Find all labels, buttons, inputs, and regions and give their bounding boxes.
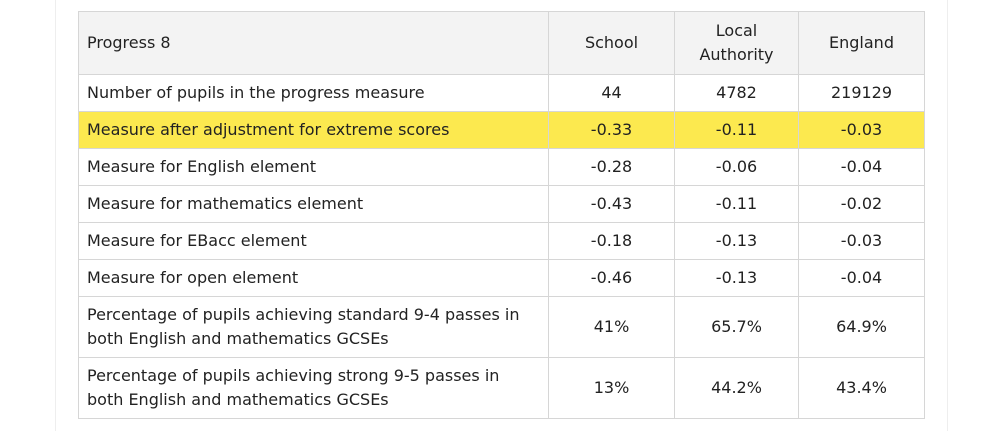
row-label: Measure after adjustment for extreme sco… [78, 111, 549, 149]
table-row: Percentage of pupils achieving strong 9-… [78, 357, 925, 419]
row-label: Measure for mathematics element [78, 185, 549, 223]
row-label: Measure for open element [78, 259, 549, 297]
table-row-highlighted: Measure after adjustment for extreme sco… [78, 111, 925, 149]
table-header-row: Progress 8 School Local Authority Englan… [78, 11, 925, 75]
header-local-authority: Local Authority [674, 11, 799, 75]
local-authority-value: -0.11 [674, 111, 799, 149]
local-authority-value: -0.13 [674, 222, 799, 260]
header-school: School [548, 11, 675, 75]
progress-8-table: Progress 8 School Local Authority Englan… [78, 11, 925, 419]
england-value: -0.03 [798, 222, 925, 260]
row-label: Percentage of pupils achieving strong 9-… [78, 357, 549, 419]
local-authority-value: 4782 [674, 74, 799, 112]
header-local-authority-text: Local Authority [699, 21, 774, 64]
table-row: Measure for English element -0.28 -0.06 … [78, 148, 925, 186]
england-value: 219129 [798, 74, 925, 112]
content-panel [55, 0, 948, 431]
school-value: 41% [548, 296, 675, 358]
england-value: -0.02 [798, 185, 925, 223]
england-value: 43.4% [798, 357, 925, 419]
england-value: -0.04 [798, 148, 925, 186]
local-authority-value: 44.2% [674, 357, 799, 419]
table-row: Percentage of pupils achieving standard … [78, 296, 925, 358]
header-progress-8: Progress 8 [78, 11, 549, 75]
table-row: Measure for mathematics element -0.43 -0… [78, 185, 925, 223]
england-value: -0.04 [798, 259, 925, 297]
local-authority-value: -0.13 [674, 259, 799, 297]
row-label: Number of pupils in the progress measure [78, 74, 549, 112]
local-authority-value: -0.06 [674, 148, 799, 186]
header-england: England [798, 11, 925, 75]
row-label: Measure for EBacc element [78, 222, 549, 260]
table-row: Measure for open element -0.46 -0.13 -0.… [78, 259, 925, 297]
school-value: 44 [548, 74, 675, 112]
local-authority-value: 65.7% [674, 296, 799, 358]
england-value: -0.03 [798, 111, 925, 149]
local-authority-value: -0.11 [674, 185, 799, 223]
table-row: Number of pupils in the progress measure… [78, 74, 925, 112]
school-value: -0.33 [548, 111, 675, 149]
school-value: -0.46 [548, 259, 675, 297]
row-label: Percentage of pupils achieving standard … [78, 296, 549, 358]
england-value: 64.9% [798, 296, 925, 358]
school-value: -0.28 [548, 148, 675, 186]
row-label: Measure for English element [78, 148, 549, 186]
school-value: -0.43 [548, 185, 675, 223]
school-value: -0.18 [548, 222, 675, 260]
table-row: Measure for EBacc element -0.18 -0.13 -0… [78, 222, 925, 260]
school-value: 13% [548, 357, 675, 419]
